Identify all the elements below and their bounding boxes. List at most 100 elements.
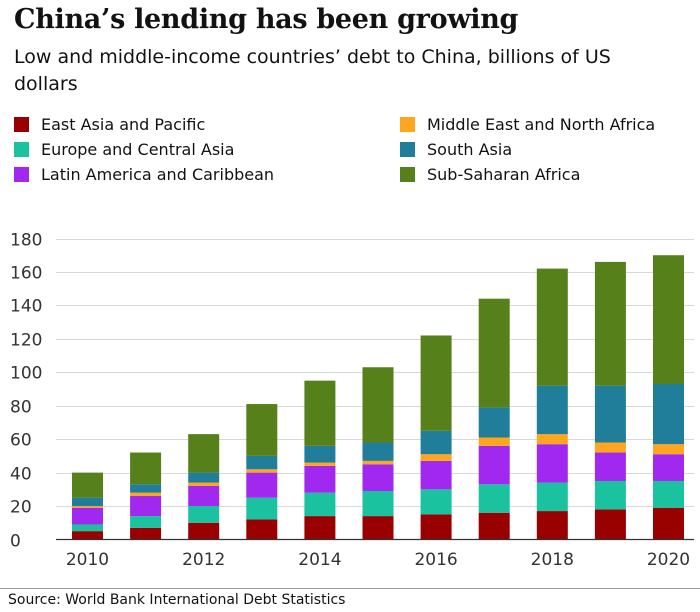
y-tick-label: 100	[10, 364, 42, 384]
bar-segment	[420, 514, 452, 540]
bar-segment	[420, 335, 452, 431]
bar-segment	[304, 445, 336, 463]
bar-segment	[478, 437, 510, 446]
bar-segment	[536, 511, 568, 540]
bar-segment	[246, 455, 278, 470]
y-tick-label: 160	[10, 264, 42, 284]
x-tick-label: 2014	[298, 550, 341, 570]
bar-segment	[188, 522, 220, 540]
bar-segment	[246, 497, 278, 520]
bar-segment	[362, 442, 394, 461]
bar-segment	[653, 444, 684, 455]
bar-segment	[130, 527, 162, 540]
bar-segment	[594, 261, 626, 386]
bar-segment	[362, 516, 394, 540]
bar-segment	[536, 444, 568, 483]
y-tick-label: 60	[10, 431, 32, 451]
legend-item: South Asia	[400, 137, 512, 161]
bar-segment	[594, 509, 626, 540]
x-tick-label: 2020	[647, 550, 690, 570]
stacked-bar-chart: 0 20 40 60 80 100 120 140 160 180 2010 2012 2014 2016…	[10, 231, 694, 570]
legend-label: Europe and Central Asia	[41, 139, 235, 159]
bar-segment	[653, 507, 684, 540]
bar-segment	[72, 497, 103, 507]
x-tick-label: 2010	[66, 550, 109, 570]
bar-segment	[304, 465, 336, 493]
legend-label: South Asia	[427, 139, 513, 159]
bar-segment	[246, 472, 278, 498]
bar-segment	[420, 489, 452, 515]
bar-segment	[304, 516, 336, 540]
legend-item: Latin America and Caribbean	[14, 162, 274, 186]
bar-segment	[594, 452, 626, 481]
bar-segment	[188, 506, 220, 523]
bar-segment	[653, 383, 684, 445]
y-tick-label: 120	[10, 331, 42, 351]
bar-segment	[420, 430, 452, 455]
y-tick-label: 140	[10, 297, 42, 317]
source-divider	[0, 588, 700, 589]
y-tick-label: 0	[10, 532, 21, 552]
x-tick-label: 2012	[182, 550, 225, 570]
legend-swatch	[14, 116, 29, 132]
bar-segment	[72, 507, 103, 525]
bar-segment	[420, 454, 452, 461]
legend-item: Middle East and North Africa	[400, 112, 655, 136]
bar-segment	[130, 516, 162, 528]
legend: East Asia and Pacific Middle East and Nor…	[14, 112, 694, 192]
bar-segment	[594, 385, 626, 443]
bar-segment	[478, 298, 510, 408]
bar-segment	[536, 434, 568, 445]
bar-segment	[72, 524, 103, 532]
bar-segment	[594, 442, 626, 453]
bar-segment	[304, 380, 336, 446]
legend-label: Latin America and Caribbean	[41, 164, 275, 184]
bar-segment	[653, 454, 684, 481]
bar-segment	[304, 492, 336, 517]
y-tick-label: 180	[10, 231, 42, 251]
x-tick-label: 2018	[531, 550, 574, 570]
bar-segment	[362, 367, 394, 443]
bar-segment	[653, 255, 684, 384]
legend-label: Sub-Saharan Africa	[427, 164, 581, 184]
bar-segment	[188, 434, 220, 473]
bar-segment	[130, 496, 162, 517]
bar-segment	[72, 506, 103, 508]
bar-segment	[420, 460, 452, 490]
bar-segment	[362, 464, 394, 492]
chart-title: China’s lending has been growing	[14, 4, 519, 35]
bar-segment	[362, 491, 394, 517]
bar-segment	[478, 512, 510, 540]
bar-segment	[246, 469, 278, 473]
legend-swatch	[400, 116, 415, 132]
bar-segment	[478, 484, 510, 513]
bar-segment	[188, 482, 220, 486]
chart-subtitle: Low and middle-income countries’ debt to…	[14, 46, 611, 95]
legend-swatch	[14, 141, 29, 157]
bar-segment	[246, 519, 278, 540]
legend-swatch	[400, 166, 415, 182]
bar-segment	[478, 445, 510, 485]
legend-item: Europe and Central Asia	[14, 137, 234, 161]
legend-swatch	[400, 141, 415, 157]
bar-segment	[304, 462, 336, 466]
bar-segment	[130, 452, 162, 485]
bar-segment	[478, 407, 510, 438]
y-tick-label: 40	[10, 465, 32, 485]
y-tick-label: 80	[10, 398, 32, 418]
legend-swatch	[14, 166, 29, 182]
legend-item: East Asia and Pacific	[14, 112, 205, 136]
bar-segment	[594, 480, 626, 510]
bar-segment	[130, 484, 162, 493]
bar-segment	[653, 480, 684, 508]
bar-segment	[536, 268, 568, 386]
bar-segment	[536, 385, 568, 435]
source-note: Source: World Bank International Debt St…	[8, 592, 346, 608]
x-tick-label: 2016	[414, 550, 457, 570]
bar-segment	[130, 492, 162, 497]
bar-segment	[72, 472, 103, 498]
legend-label: Middle East and North Africa	[427, 114, 656, 134]
legend-label: East Asia and Pacific	[41, 114, 206, 134]
bar-segment	[246, 404, 278, 456]
y-tick-label: 20	[10, 498, 32, 518]
